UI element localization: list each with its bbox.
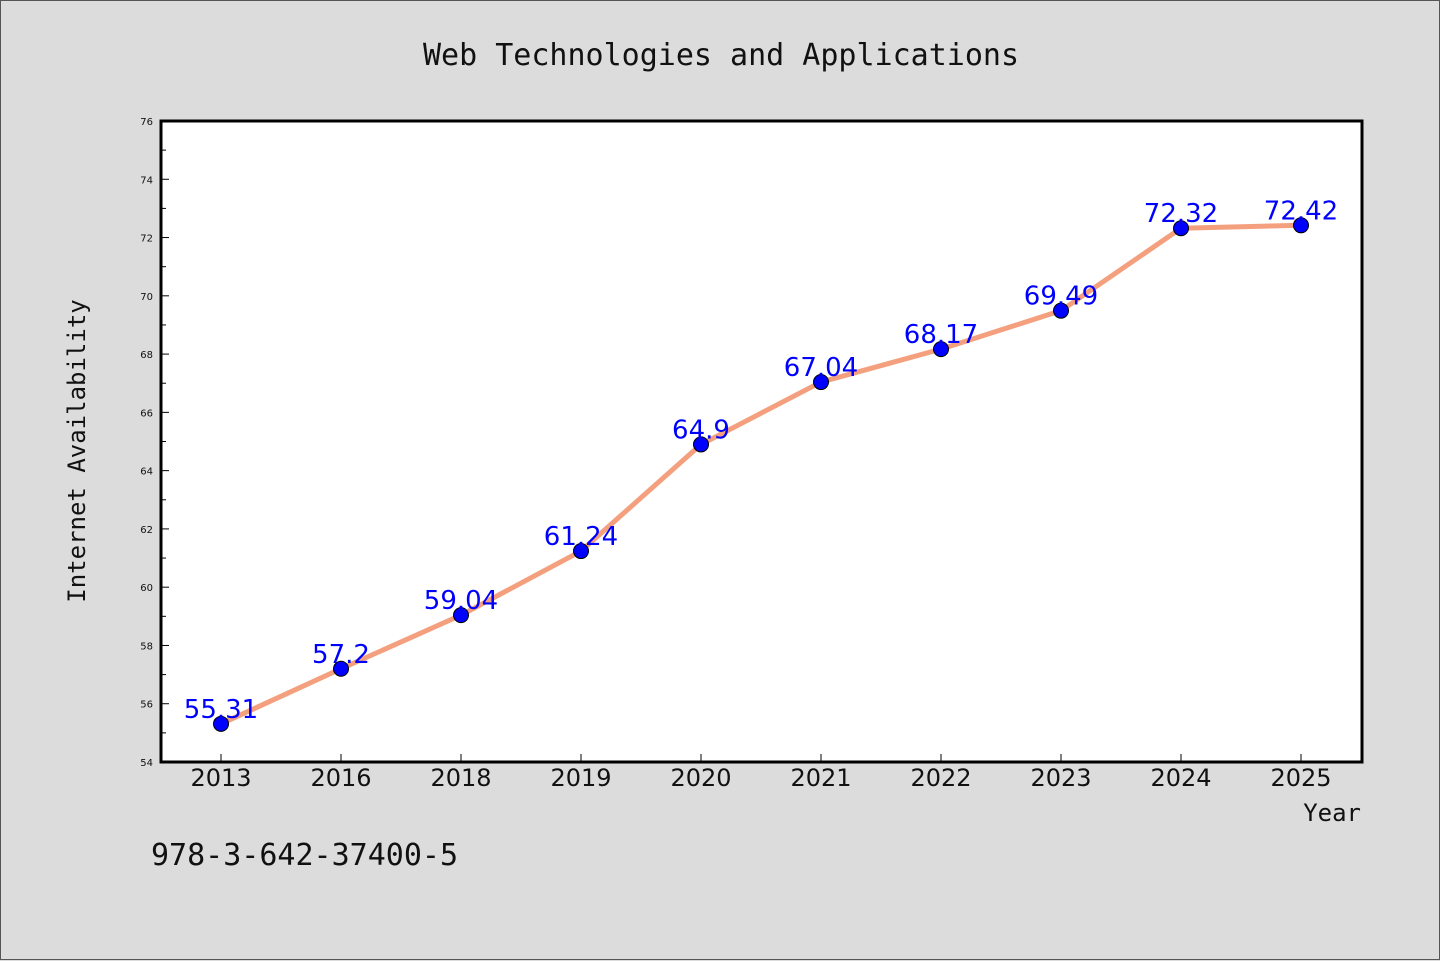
data-point <box>213 715 229 732</box>
data-point <box>1173 220 1189 237</box>
x-tick-label: 2020 <box>670 764 731 792</box>
y-tick-label: 68 <box>140 350 153 361</box>
y-tick-label: 58 <box>140 641 153 652</box>
y-tick-label: 70 <box>140 292 153 303</box>
data-label: 67.04 <box>784 353 858 383</box>
data-label: 72.42 <box>1264 196 1338 226</box>
series-line <box>219 222 1302 727</box>
data-point <box>1293 217 1309 234</box>
data-label: 59.04 <box>424 586 498 616</box>
x-axis: 2013 2016 2018 2019 2020 2021 2022 2023 2024 2025 <box>190 754 1332 792</box>
x-tick-label: 2024 <box>1150 764 1211 792</box>
y-tick-label: 56 <box>140 700 153 711</box>
y-tick-label: 60 <box>140 583 153 594</box>
x-tick-label: 2016 <box>310 764 371 792</box>
data-point <box>453 607 469 624</box>
chart-title: Web Technologies and Applications <box>423 38 1019 73</box>
x-tick-label: 2013 <box>190 764 251 792</box>
plot-area <box>159 119 1364 764</box>
y-tick-label: 76 <box>140 117 153 128</box>
data-label: 69.49 <box>1024 282 1098 312</box>
series-line-group: 55.31 57.2 59.04 61.24 64.9 67.04 68.17 69.49 72… <box>184 196 1338 732</box>
y-axis: 54 56 58 60 62 64 66 68 70 72 74 76 <box>140 117 169 769</box>
x-tick-label: 2023 <box>1030 764 1091 792</box>
data-point <box>573 543 589 560</box>
data-point <box>1053 302 1069 319</box>
data-label: 61.24 <box>544 522 618 552</box>
y-tick-label: 62 <box>140 525 153 536</box>
x-tick-label: 2021 <box>790 764 851 792</box>
data-label: 72.32 <box>1144 199 1218 229</box>
data-label: 68.17 <box>904 320 978 350</box>
data-point <box>333 660 349 677</box>
footer-isbn: 978-3-642-37400-5 <box>151 838 458 873</box>
data-point <box>813 374 829 391</box>
data-point <box>693 436 709 453</box>
y-tick-label: 74 <box>140 175 153 186</box>
y-tick-label: 64 <box>140 467 153 478</box>
data-point <box>933 341 949 358</box>
x-tick-label: 2022 <box>910 764 971 792</box>
y-tick-label: 72 <box>140 234 153 245</box>
data-label: 55.31 <box>184 695 258 725</box>
x-tick-label: 2025 <box>1270 764 1331 792</box>
y-axis-label: Internet Availability <box>63 299 91 602</box>
data-label: 64.9 <box>672 415 730 445</box>
y-tick-label: 66 <box>140 408 153 419</box>
x-axis-label: Year <box>1303 799 1361 827</box>
x-tick-label: 2018 <box>430 764 491 792</box>
y-tick-label: 54 <box>140 758 153 769</box>
data-label: 57.2 <box>312 640 370 670</box>
x-tick-label: 2019 <box>550 764 611 792</box>
